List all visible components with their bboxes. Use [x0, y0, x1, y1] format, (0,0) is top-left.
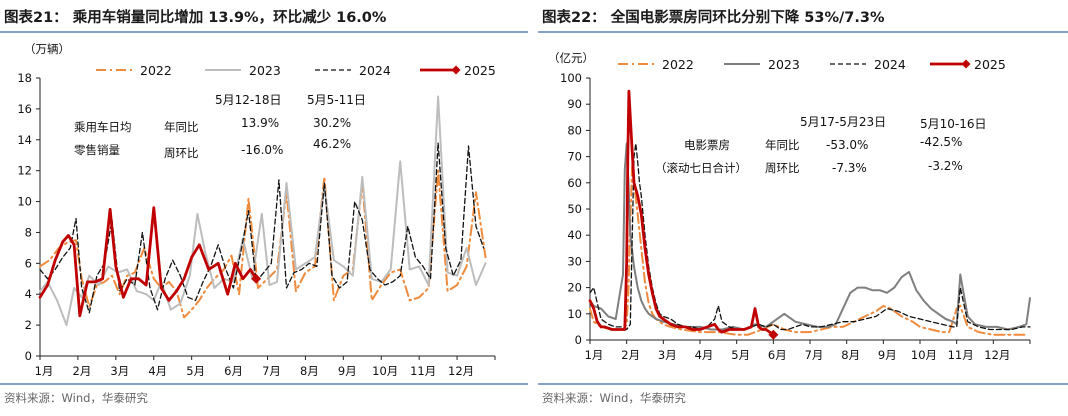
annotation-col2-wow: 46.2% — [313, 137, 351, 151]
x-tick-label: 3月 — [658, 348, 677, 362]
x-tick-label: 6月 — [224, 364, 243, 378]
y-tick-label: 8 — [25, 225, 32, 239]
y-tick-label: 30 — [567, 254, 582, 268]
annotation-label-line-1: 乘用车日均 — [74, 120, 132, 134]
x-tick-label: 7月 — [805, 348, 824, 362]
chart-22-annotation: 电影票房 （滚动七日合计） 5月17-5月23日 5月10-16日 年同比 周环… — [655, 115, 987, 175]
series-line-2025 — [588, 89, 775, 337]
x-tick-label: 10月 — [372, 364, 398, 378]
chart-21-series — [38, 95, 487, 327]
series-line-2023 — [589, 142, 1031, 331]
chart-22-source: 资料来源：Wind，华泰研究 — [542, 391, 686, 405]
chart-21-legend: 2022 2023 2024 2025 — [96, 63, 496, 78]
x-tick-label: 6月 — [768, 348, 787, 362]
chart-22-unit-label: （亿元） — [548, 51, 594, 65]
y-tick-label: 18 — [17, 71, 32, 85]
annotation-col1-wow: -7.3% — [832, 161, 867, 175]
annotation-row-yoy: 年同比 — [765, 138, 800, 152]
annotation-label-line-2: （滚动七日合计） — [655, 161, 747, 175]
chart-21-title: 图表21： 乘用车销量同比增加 13.9%，环比减少 16.0% — [4, 8, 387, 26]
legend-label-2023: 2023 — [249, 63, 281, 78]
chart-22-title: 图表22： 全国电影票房同环比分别下降 53%/7.3% — [542, 8, 885, 26]
chart-22-axes: 0 10 20 30 40 50 60 70 80 90 100 1月 2月 3月 4月 5月 6月 7月 8月 9月… — [560, 71, 1031, 362]
annotation-col2-yoy: -42.5% — [920, 135, 962, 149]
y-tick-label: 4 — [25, 287, 32, 301]
annotation-col1-header: 5月17-5月23日 — [800, 115, 886, 129]
series-line-2023 — [39, 95, 487, 327]
y-tick-label: 80 — [567, 123, 582, 137]
x-tick-label: 3月 — [110, 364, 129, 378]
chart-21-annotation: 乘用车日均 零售销量 5月12-18日 5月5-11日 年同比 周环比 13.9… — [74, 93, 366, 160]
legend-label-2025: 2025 — [464, 63, 496, 78]
y-tick-label: 12 — [17, 164, 32, 178]
x-tick-label: 9月 — [338, 364, 357, 378]
x-tick-label: 8月 — [300, 364, 319, 378]
y-tick-label: 10 — [17, 195, 32, 209]
y-tick-label: 50 — [567, 202, 582, 216]
x-tick-label: 1月 — [585, 348, 604, 362]
chart-21-axes: 0 2 4 6 8 10 12 14 16 18 1月 2月 3月 4月 5月 6月 7月 8月 9月 10月 11月 1… — [17, 71, 496, 378]
chart-22-legend: 2022 2023 2024 2025 — [618, 57, 1006, 72]
x-tick-label: 5月 — [731, 348, 750, 362]
y-tick-label: 14 — [17, 133, 32, 147]
x-tick-label: 12月 — [984, 348, 1010, 362]
x-tick-label: 4月 — [695, 348, 714, 362]
y-tick-label: 100 — [560, 71, 582, 85]
chart-21: 图表21： 乘用车销量同比增加 13.9%，环比减少 16.0% （万辆） 资料… — [0, 8, 528, 405]
legend-label-2024: 2024 — [874, 57, 906, 72]
y-tick-label: 60 — [567, 176, 582, 190]
annotation-col1-wow: -16.0% — [241, 143, 283, 157]
series-2025-end-marker — [251, 273, 262, 284]
x-tick-label: 12月 — [448, 364, 474, 378]
chart-21-unit-label: （万辆） — [24, 42, 70, 56]
y-tick-label: 6 — [25, 256, 32, 270]
annotation-label-line-2: 零售销量 — [74, 143, 120, 157]
annotation-row-wow: 周环比 — [164, 146, 199, 160]
chart-21-source: 资料来源：Wind，华泰研究 — [4, 391, 148, 405]
annotation-col1-header: 5月12-18日 — [215, 93, 282, 107]
series-line-2024 — [39, 142, 485, 314]
legend-label-2024: 2024 — [359, 63, 391, 78]
y-tick-label: 90 — [567, 97, 582, 111]
annotation-row-yoy: 年同比 — [164, 120, 199, 134]
y-tick-label: 16 — [17, 102, 32, 116]
x-tick-label: 5月 — [186, 364, 205, 378]
chart-22: 图表22： 全国电影票房同环比分别下降 53%/7.3% （亿元） 资料来源：W… — [538, 8, 1068, 405]
series-2025-end-marker — [768, 329, 779, 340]
annotation-col1-yoy: -53.0% — [826, 138, 868, 152]
annotation-col2-header: 5月5-11日 — [307, 93, 366, 107]
y-tick-label: 70 — [567, 150, 582, 164]
y-tick-label: 10 — [567, 307, 582, 321]
x-tick-label: 10月 — [911, 348, 937, 362]
y-tick-label: 20 — [567, 281, 582, 295]
y-tick-label: 0 — [575, 333, 582, 347]
annotation-label-line-1: 电影票房 — [684, 138, 730, 152]
x-tick-label: 1月 — [35, 364, 54, 378]
x-tick-label: 4月 — [148, 364, 167, 378]
y-tick-label: 0 — [25, 349, 32, 363]
x-tick-label: 11月 — [410, 364, 436, 378]
x-tick-label: 11月 — [948, 348, 974, 362]
annotation-row-wow: 周环比 — [765, 161, 800, 175]
legend-label-2022: 2022 — [662, 57, 694, 72]
legend-marker-2025 — [961, 59, 971, 69]
legend-marker-2025 — [451, 65, 461, 75]
x-tick-label: 8月 — [841, 348, 860, 362]
y-tick-label: 40 — [567, 228, 582, 242]
annotation-col2-yoy: 30.2% — [313, 116, 351, 130]
legend-label-2022: 2022 — [140, 63, 172, 78]
y-tick-label: 2 — [25, 318, 32, 332]
x-tick-label: 2月 — [73, 364, 92, 378]
x-tick-label: 9月 — [878, 348, 897, 362]
annotation-col2-header: 5月10-16日 — [920, 117, 987, 131]
series-line-2025 — [38, 206, 258, 318]
chart-22-series — [588, 89, 1031, 340]
legend-label-2025: 2025 — [974, 57, 1006, 72]
legend-label-2023: 2023 — [768, 57, 800, 72]
annotation-col1-yoy: 13.9% — [241, 116, 279, 130]
x-tick-label: 7月 — [262, 364, 281, 378]
annotation-col2-wow: -3.2% — [928, 159, 963, 173]
x-tick-label: 2月 — [621, 348, 640, 362]
